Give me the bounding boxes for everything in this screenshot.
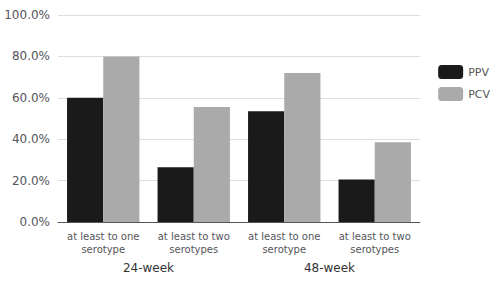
- svg-text:40.0%: 40.0%: [12, 132, 50, 146]
- svg-text:at least to one: at least to one: [248, 231, 320, 242]
- svg-text:24-week: 24-week: [123, 261, 174, 275]
- svg-text:PCV: PCV: [468, 88, 490, 101]
- svg-text:100.0%: 100.0%: [4, 8, 50, 22]
- svg-text:60.0%: 60.0%: [12, 91, 50, 105]
- svg-text:serotypes: serotypes: [169, 244, 218, 255]
- svg-text:serotype: serotype: [262, 244, 306, 255]
- svg-text:serotypes: serotypes: [350, 244, 399, 255]
- svg-text:80.0%: 80.0%: [12, 49, 50, 63]
- svg-text:PPV: PPV: [468, 66, 489, 79]
- svg-text:at least to one: at least to one: [67, 231, 139, 242]
- svg-text:20.0%: 20.0%: [12, 174, 50, 188]
- svg-text:at least to two: at least to two: [158, 231, 230, 242]
- svg-text:48-week: 48-week: [304, 261, 355, 275]
- svg-text:0.0%: 0.0%: [20, 215, 51, 229]
- svg-text:serotype: serotype: [81, 244, 125, 255]
- svg-text:at least to two: at least to two: [339, 231, 411, 242]
